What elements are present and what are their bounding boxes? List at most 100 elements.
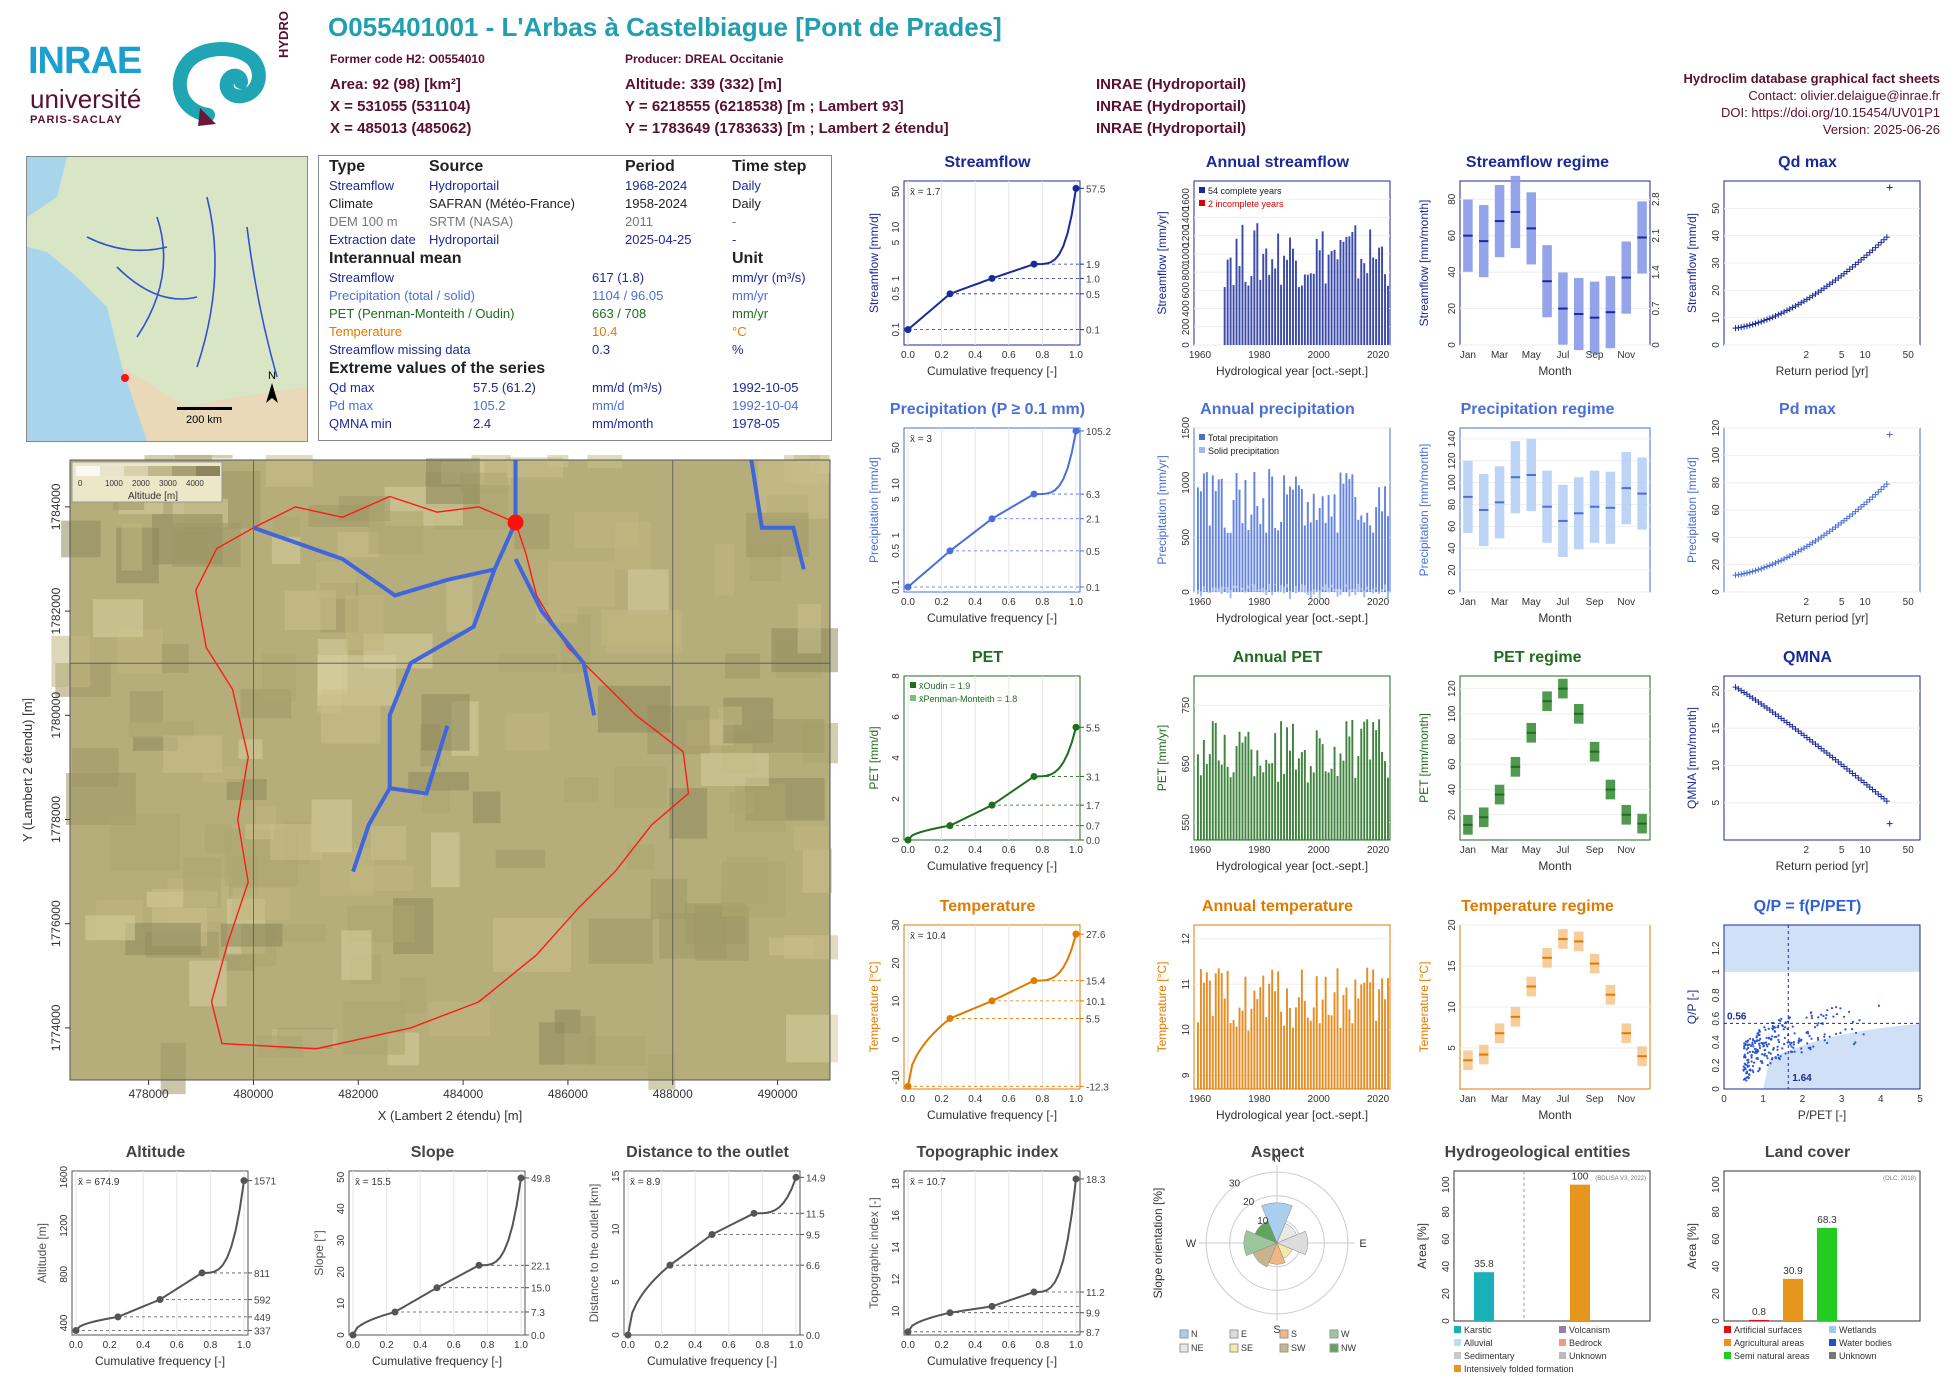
aspect-sector	[1261, 1202, 1293, 1244]
qp-point	[1777, 1024, 1780, 1027]
bar-value-label: 68.3	[1817, 1215, 1837, 1226]
annual-bar	[1241, 224, 1244, 345]
y-tick-label: 10	[891, 995, 902, 1007]
quantile-value-label: 6.3	[1086, 490, 1100, 501]
solid-precip-bar	[1300, 583, 1303, 592]
x-tick-label: 0.4	[968, 1094, 982, 1105]
x-tick-label: 50	[1903, 350, 1915, 361]
annual-bar	[1217, 760, 1220, 840]
annual-bar	[1366, 967, 1369, 1089]
y-tick-label: 11	[1181, 979, 1192, 990]
y-axis-label: Temperature [°C]	[867, 962, 881, 1053]
return-period-point	[1775, 311, 1782, 318]
chart-panel: Aspect N E S W 10 20 30 Slope orientation [%] N E S…	[1150, 1143, 1405, 1373]
solid-precip-bar	[1253, 584, 1256, 592]
annual-bar	[1271, 259, 1274, 345]
annual-bar	[1315, 730, 1318, 840]
month-tick-label: Jul	[1557, 845, 1570, 856]
qp-point	[1776, 1053, 1780, 1056]
annual-bar	[1309, 766, 1312, 840]
y-tick-label: 500	[1181, 529, 1192, 546]
solid-precip-bar	[1357, 583, 1360, 592]
extreme-unit: mm/month	[592, 416, 654, 431]
annual-bar	[1268, 274, 1271, 345]
cumulative-curve	[907, 188, 1077, 331]
qp-point	[1757, 1070, 1760, 1073]
annual-bar	[1345, 236, 1348, 345]
annual-bar	[1196, 487, 1199, 592]
solid-precip-bar	[1226, 586, 1229, 593]
legend-swatch	[1454, 1365, 1461, 1372]
annual-bar	[1348, 479, 1351, 592]
qp-point	[1744, 1063, 1747, 1066]
y-axis-label: Streamflow [mm/yr]	[1155, 211, 1169, 314]
qp-point	[1765, 1043, 1768, 1046]
x-tick-label: 10	[1860, 350, 1872, 361]
chart-title: Temperature regime	[1461, 898, 1614, 915]
y-tick-label: 100	[1447, 474, 1458, 491]
chart-title: PET regime	[1493, 649, 1581, 666]
solid-precip-bar	[1378, 591, 1381, 594]
terrain-patch	[783, 444, 829, 484]
y-tick-label: 20	[1711, 284, 1722, 296]
quantile-value-label: 337	[254, 1327, 271, 1338]
month-tick-label: Mar	[1491, 350, 1509, 361]
mean-label: x̄ = 10.4	[910, 931, 946, 942]
annual-bar	[1247, 285, 1250, 345]
return-period-point	[1786, 306, 1793, 313]
terrain-patch	[160, 1042, 186, 1095]
y-tick-label: 550	[1181, 814, 1192, 831]
return-period-point	[1743, 323, 1750, 330]
x-tick-label: 484000	[443, 1087, 483, 1101]
chart-title: Qd max	[1778, 154, 1837, 171]
extreme-date: 1992-10-05	[732, 380, 799, 395]
annual-bar	[1253, 776, 1256, 840]
annual-bar	[1226, 259, 1229, 345]
qp-point	[1779, 1055, 1782, 1058]
annual-bar	[1292, 489, 1294, 592]
legend-label: Solid precipitation	[1208, 446, 1279, 456]
qp-point	[1756, 1057, 1759, 1061]
river	[252, 521, 518, 598]
y-axis-label: Area [%]	[1415, 1223, 1429, 1269]
return-period-point	[1769, 314, 1776, 321]
y-tick-label: 30	[336, 1234, 347, 1246]
y-tick-label: 0	[1447, 342, 1458, 348]
x-tick-label: 488000	[653, 1087, 693, 1101]
y-tick-label: 14	[891, 1241, 902, 1253]
annual-bar	[1384, 999, 1386, 1089]
legend-swatch	[1724, 1339, 1731, 1346]
station-location-marker	[121, 374, 129, 382]
y-tick-label: 0	[1441, 1318, 1452, 1324]
annual-bar	[1387, 285, 1389, 345]
annual-bar	[1268, 983, 1271, 1089]
qp-point	[1809, 1048, 1812, 1051]
quantile-value-label: 9.5	[806, 1230, 820, 1241]
chart-svg: Streamflow regime 0 20 40 60 80 Jan Mar May Jul Se…	[1417, 154, 1662, 378]
qp-point	[1788, 1016, 1792, 1019]
return-period-point	[1766, 562, 1773, 569]
annual-bar	[1229, 532, 1232, 592]
x-l2e: X = 485013 (485062)	[330, 120, 472, 137]
solid-precip-bar	[1277, 591, 1280, 593]
legend-swatch	[1229, 1329, 1239, 1339]
mean-unit: mm/yr	[732, 288, 769, 303]
qp-point	[1742, 1078, 1746, 1081]
legend-label: Total precipitation	[1208, 433, 1278, 443]
y-tick-label: 5	[611, 1279, 622, 1285]
plot-frame	[348, 1170, 526, 1336]
annual-bar	[1268, 469, 1271, 592]
annual-bar	[1247, 731, 1250, 840]
solid-precip-bar	[1223, 587, 1226, 589]
qp-point	[1767, 1037, 1770, 1040]
annual-bar	[1229, 257, 1232, 345]
terrain-patch	[125, 922, 201, 956]
cumulative-curve	[627, 1176, 797, 1336]
x-tick-label: 3	[1839, 1094, 1845, 1105]
x-tick-label: 0.2	[655, 1340, 669, 1351]
x-tick-label: 0.2	[103, 1340, 117, 1351]
month-tick-label: Sep	[1586, 350, 1604, 361]
terrain-patch	[72, 748, 119, 787]
y-tick-label: 0	[891, 837, 902, 843]
quantile-value-label: 0.0	[806, 1331, 820, 1342]
